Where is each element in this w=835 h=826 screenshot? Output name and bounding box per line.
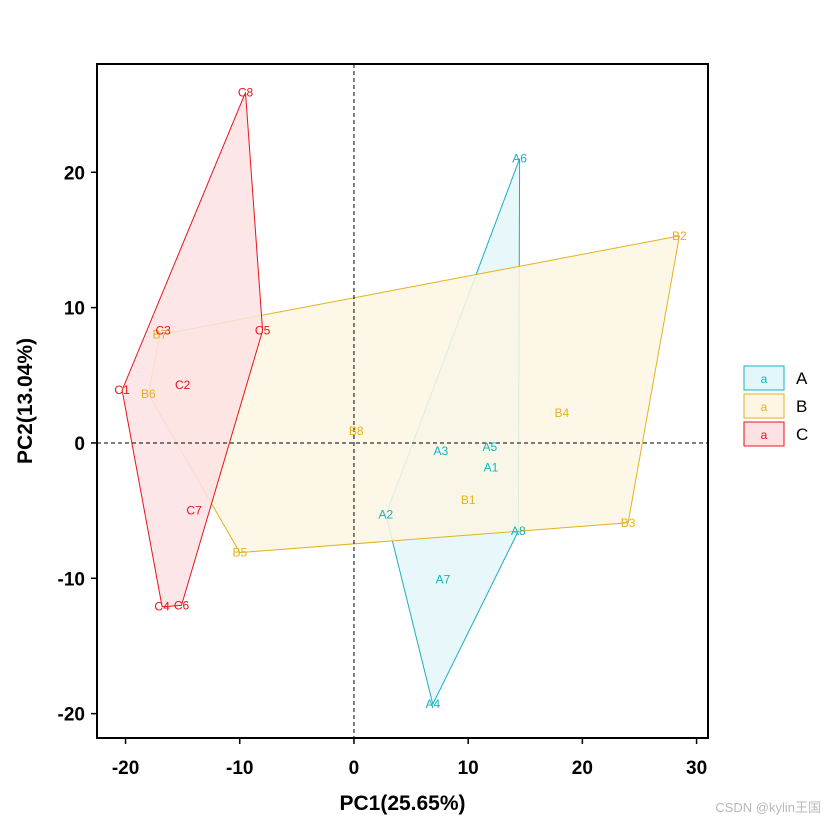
legend-key-A	[743, 365, 785, 391]
point-label-a3: A3	[433, 444, 448, 458]
point-label-c1: C1	[114, 383, 130, 397]
y-tick-label-10: 10	[64, 299, 85, 320]
point-label-c4: C4	[154, 600, 170, 614]
legend-key-text-A: a	[761, 372, 768, 386]
point-label-b1: B1	[461, 493, 476, 507]
point-label-b4: B4	[554, 406, 569, 420]
point-label-c8: C8	[238, 85, 254, 99]
group-hulls	[121, 92, 681, 706]
legend-label-C: C	[796, 425, 808, 444]
axes: -20 -10 0 10 20 30 -20 -10 0 10 20	[58, 163, 708, 779]
x-tick-label-10: 10	[458, 758, 479, 779]
y-tick-label-20: 20	[64, 163, 85, 184]
y-axis-title: PC2(13.04%)	[14, 338, 37, 464]
legend-label-A: A	[796, 369, 808, 388]
legend-key-B	[743, 393, 785, 419]
x-tick-label-30: 30	[686, 758, 707, 779]
y-tick-label-0: 0	[74, 434, 85, 455]
x-tick-label--10: -10	[226, 758, 253, 779]
legend-key-C	[743, 421, 785, 447]
y-tick-label--20: -20	[58, 705, 85, 726]
point-label-a4: A4	[425, 697, 440, 711]
x-tick-label-20: 20	[572, 758, 593, 779]
hull-group-C	[121, 92, 264, 608]
legend-key-text-B: a	[761, 400, 768, 414]
point-label-a6: A6	[512, 152, 527, 166]
point-label-a1: A1	[484, 460, 499, 474]
point-label-c2: C2	[175, 378, 191, 392]
y-tick-label--10: -10	[58, 569, 85, 590]
point-label-b5: B5	[232, 546, 247, 560]
point-label-a7: A7	[436, 573, 451, 587]
watermark: CSDN @kylin王国	[715, 800, 821, 815]
legend-key-text-C: a	[761, 428, 768, 442]
point-label-c3: C3	[156, 324, 172, 338]
point-label-c6: C6	[174, 598, 190, 612]
point-label-b2: B2	[672, 229, 687, 243]
legend: a Aa Ba C	[743, 365, 808, 447]
reference-lines	[97, 64, 708, 738]
point-label-a8: A8	[511, 524, 526, 538]
point-label-a2: A2	[379, 508, 394, 522]
legend-label-B: B	[796, 397, 807, 416]
x-tick-label-0: 0	[349, 758, 360, 779]
point-labels: A1 A2 A3 A4 A5 A6 A7 A8 B1 B2 B3 B4 B5 B6 B7 B8 C1 C2 C3 C4…	[114, 85, 687, 711]
plot-panel-border	[96, 63, 709, 739]
point-label-b8: B8	[349, 424, 364, 438]
point-label-c5: C5	[255, 324, 271, 338]
point-label-a5: A5	[483, 440, 498, 454]
point-label-b6: B6	[141, 387, 156, 401]
x-axis-title: PC1(25.65%)	[339, 792, 465, 815]
point-label-b3: B3	[621, 516, 636, 530]
point-label-b7: B7	[152, 328, 167, 342]
x-tick-label--20: -20	[112, 758, 139, 779]
point-label-c7: C7	[186, 504, 202, 518]
